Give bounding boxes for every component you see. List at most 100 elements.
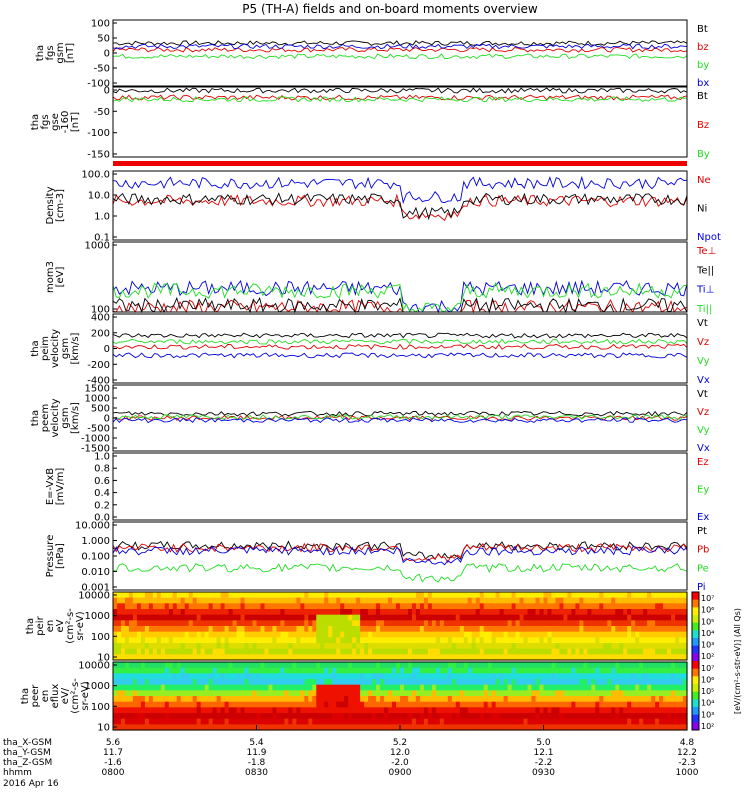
spectrogram-cell bbox=[372, 654, 377, 661]
spectrogram-cell bbox=[423, 713, 429, 720]
spectrogram-cell bbox=[535, 626, 541, 633]
spectrogram-cell bbox=[571, 662, 576, 669]
spectrogram-cell bbox=[483, 620, 489, 627]
spectrogram-cell bbox=[491, 690, 497, 697]
spectrogram-cell bbox=[180, 654, 186, 661]
panel-frame bbox=[112, 591, 688, 661]
spectrogram-cell bbox=[511, 667, 517, 674]
spectrogram-cell bbox=[631, 614, 636, 621]
spectrogram-cell bbox=[443, 637, 449, 644]
spectrogram-cell bbox=[435, 592, 441, 599]
spectrogram-cell bbox=[507, 662, 513, 669]
spectrogram-cell bbox=[180, 673, 186, 680]
spectrogram-cell bbox=[411, 673, 417, 680]
spectrogram-cell bbox=[176, 662, 182, 669]
spectrogram-cell bbox=[491, 707, 497, 714]
spectrogram-cell bbox=[511, 637, 517, 644]
spectrogram-cell bbox=[308, 679, 313, 686]
spectrogram-cell bbox=[368, 679, 373, 686]
spectrogram-cell bbox=[364, 631, 369, 638]
spectrogram-cell bbox=[411, 626, 417, 633]
spectrogram-cell bbox=[132, 637, 138, 644]
spectrogram-cell bbox=[320, 667, 325, 674]
spectrogram-cell bbox=[635, 648, 640, 655]
spectrogram-cell bbox=[128, 662, 134, 669]
spectrogram-cell bbox=[116, 707, 122, 714]
spectrogram-cell bbox=[479, 626, 485, 633]
spectrogram-cell bbox=[675, 597, 680, 604]
spectrogram-cell bbox=[595, 597, 600, 604]
spectrogram-cell bbox=[240, 631, 246, 638]
spectrogram-cell bbox=[671, 592, 676, 599]
spectrogram-cell bbox=[356, 673, 361, 680]
spectrogram-cell bbox=[116, 701, 122, 708]
spectrogram-cell bbox=[627, 673, 632, 680]
spectrogram-cell bbox=[631, 707, 636, 714]
spectrogram-cell bbox=[364, 620, 369, 627]
spectrogram-cell bbox=[611, 592, 616, 599]
spectrogram-cell bbox=[220, 713, 226, 720]
spectrogram-cell bbox=[180, 718, 186, 725]
spectrogram-cell bbox=[280, 626, 286, 633]
spectrogram-cell bbox=[647, 684, 652, 691]
y-tick-label: 200 bbox=[91, 328, 110, 339]
spectrogram-cell bbox=[396, 643, 401, 650]
spectrogram-cell bbox=[431, 662, 437, 669]
spectrogram-cell bbox=[563, 643, 569, 650]
spectrogram-cell bbox=[224, 724, 230, 731]
spectrogram-cell bbox=[144, 662, 150, 669]
spectrogram-cell bbox=[583, 713, 588, 720]
spectrogram-cell bbox=[435, 701, 441, 708]
spectrogram-cell bbox=[647, 696, 652, 703]
spectrogram-cell bbox=[623, 662, 628, 669]
spectrogram-cell bbox=[511, 597, 517, 604]
spectrogram-cell bbox=[467, 643, 473, 650]
spectrogram-cell bbox=[467, 631, 473, 638]
spectrogram-cell bbox=[651, 631, 656, 638]
spectrogram-cell bbox=[607, 684, 612, 691]
spectrogram-cell bbox=[575, 667, 580, 674]
y-axis-label-line: sr-eV) bbox=[80, 681, 91, 710]
spectrogram-cell bbox=[595, 679, 600, 686]
spectrogram-cell bbox=[168, 713, 174, 720]
spectrogram-cell bbox=[124, 684, 130, 691]
spectrogram-cell bbox=[467, 620, 473, 627]
spectrogram-cell bbox=[603, 667, 608, 674]
spectrogram-cell bbox=[336, 701, 341, 708]
spectrogram-cell bbox=[463, 626, 469, 633]
spectrogram-cell bbox=[304, 597, 309, 604]
spectrogram-cell bbox=[679, 690, 684, 697]
spectrogram-cell bbox=[583, 707, 588, 714]
spectrogram-cell bbox=[176, 620, 182, 627]
spectrogram-cell bbox=[292, 662, 297, 669]
y-tick-label: 1.000 bbox=[81, 536, 110, 547]
spectrogram-cell bbox=[368, 707, 373, 714]
spectrogram-cell bbox=[140, 603, 146, 610]
spectrogram-cell bbox=[615, 690, 620, 697]
spectrogram-cell bbox=[603, 603, 608, 610]
spectrogram-cell bbox=[527, 626, 533, 633]
spectrogram-cell bbox=[208, 614, 214, 621]
spectrogram-cell bbox=[631, 667, 636, 674]
spectrogram-cell bbox=[300, 707, 305, 714]
spectrogram-cell bbox=[116, 609, 122, 616]
spectrogram-cell bbox=[284, 662, 289, 669]
spectrogram-cell bbox=[180, 626, 186, 633]
spectrogram-cell bbox=[443, 662, 449, 669]
spectrogram-cell bbox=[539, 654, 545, 661]
spectrogram-cell bbox=[563, 696, 569, 703]
spectrogram-cell bbox=[144, 648, 150, 655]
spectrogram-cell bbox=[344, 713, 349, 720]
spectrogram-cell bbox=[531, 724, 537, 731]
spectrogram-cell bbox=[671, 667, 676, 674]
spectrogram-cell bbox=[136, 662, 142, 669]
spectrogram-cell bbox=[683, 690, 688, 697]
spectrogram-cell bbox=[176, 626, 182, 633]
spectrogram-cell bbox=[284, 667, 289, 674]
spectrogram-cell bbox=[491, 673, 497, 680]
colorbar-segment bbox=[692, 699, 699, 708]
spectrogram-cell bbox=[168, 648, 174, 655]
spectrogram-cell bbox=[431, 690, 437, 697]
legend-entry-Pb: Pb bbox=[697, 545, 709, 556]
spectrogram-cell bbox=[336, 696, 341, 703]
